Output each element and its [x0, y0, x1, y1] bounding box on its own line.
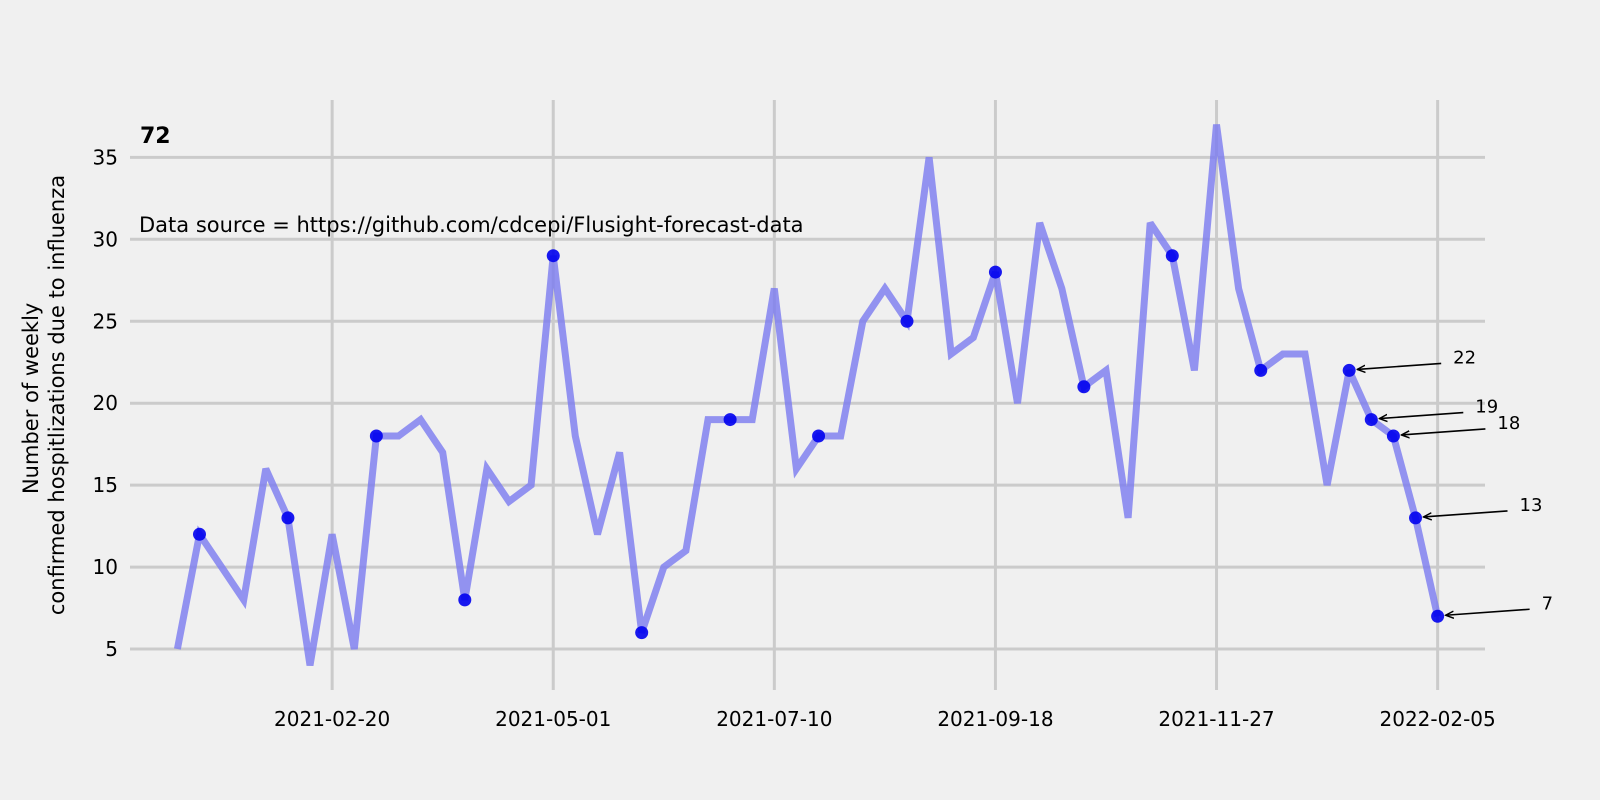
- annotation-label: 18: [1497, 413, 1520, 434]
- data-point-marker: [723, 413, 737, 427]
- data-point-marker: [369, 429, 383, 443]
- y-axis-label: Number of weekly confirmed hospitlizatio…: [19, 175, 69, 615]
- y-tick-label: 30: [93, 227, 118, 251]
- x-tick-label: 2021-11-27: [1158, 707, 1274, 731]
- annotation-label: 19: [1475, 397, 1498, 418]
- data-point-marker: [1364, 413, 1378, 427]
- data-point-marker: [1165, 249, 1179, 263]
- x-tick-label: 2021-07-10: [716, 707, 832, 731]
- y-tick-label: 35: [93, 145, 118, 169]
- annotation-arrow: [1424, 510, 1508, 517]
- y-tick-label: 5: [105, 637, 118, 661]
- annotation-arrow: [1379, 411, 1464, 419]
- data-point-marker: [1386, 429, 1400, 443]
- data-point-marker: [1254, 363, 1268, 377]
- y-tick-label: 15: [93, 473, 118, 497]
- data-point-marker: [281, 511, 295, 525]
- series-line-group: [173, 124, 1442, 666]
- y-tick-label: 10: [93, 555, 118, 579]
- data-point-marker: [546, 249, 560, 263]
- y-axis-label-line-1: Number of weekly: [19, 303, 43, 494]
- data-point-marker: [192, 527, 206, 541]
- data-point-marker: [635, 626, 649, 640]
- data-point-marker: [458, 593, 472, 607]
- data-point-marker: [988, 265, 1002, 279]
- annotation-label: 22: [1453, 347, 1476, 368]
- x-tick-label: 2022-02-05: [1380, 707, 1496, 731]
- data-point-marker: [1409, 511, 1423, 525]
- data-point-marker: [812, 429, 826, 443]
- data-point-marker: [1431, 609, 1445, 623]
- data-point-marker: [900, 314, 914, 328]
- annotation-arrow: [1446, 608, 1530, 615]
- y-axis-label-line-2: confirmed hospitlizations due to influen…: [45, 175, 69, 615]
- y-tick-label: 25: [93, 309, 118, 333]
- annotation-label: 7: [1542, 593, 1553, 614]
- axis-ticks: 5 10 15 20 25 30 35 2021-02-20 2021-05-01 2021-07…: [93, 145, 1496, 731]
- markers: [192, 249, 1445, 640]
- annotation-arrow: [1357, 362, 1442, 369]
- annotation-arrow: [1401, 428, 1486, 435]
- data-point-marker: [1342, 363, 1356, 377]
- data-point-marker: [1077, 380, 1091, 394]
- annotation-label: 13: [1520, 495, 1543, 516]
- panel-label: 72: [140, 124, 171, 149]
- x-tick-label: 2021-02-20: [274, 707, 390, 731]
- data-source-text: Data source = https://github.com/cdcepi/…: [139, 213, 804, 237]
- series-line: [173, 124, 1442, 666]
- grid: [130, 100, 1485, 690]
- x-tick-label: 2021-09-18: [937, 707, 1053, 731]
- x-tick-label: 2021-05-01: [495, 707, 611, 731]
- y-tick-label: 20: [93, 391, 118, 415]
